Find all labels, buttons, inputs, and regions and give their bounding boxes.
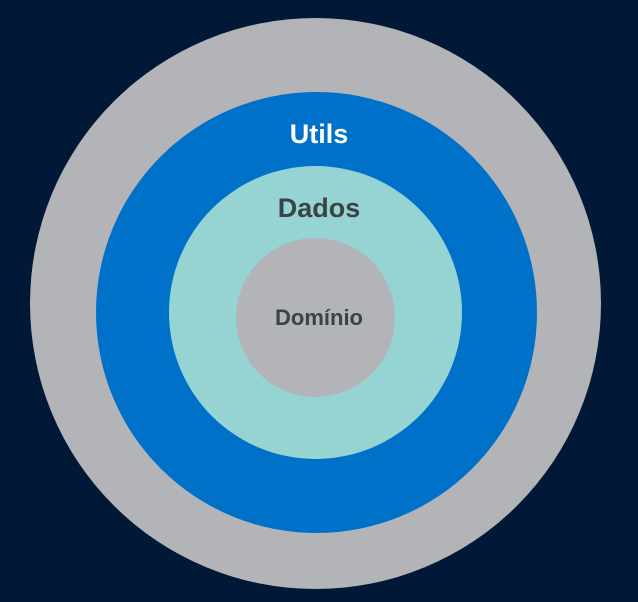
dominio-ring xyxy=(236,238,395,397)
dominio-label: Domínio xyxy=(275,305,363,330)
dados-label: Dados xyxy=(277,193,361,223)
utils-label: Utils xyxy=(289,119,349,149)
